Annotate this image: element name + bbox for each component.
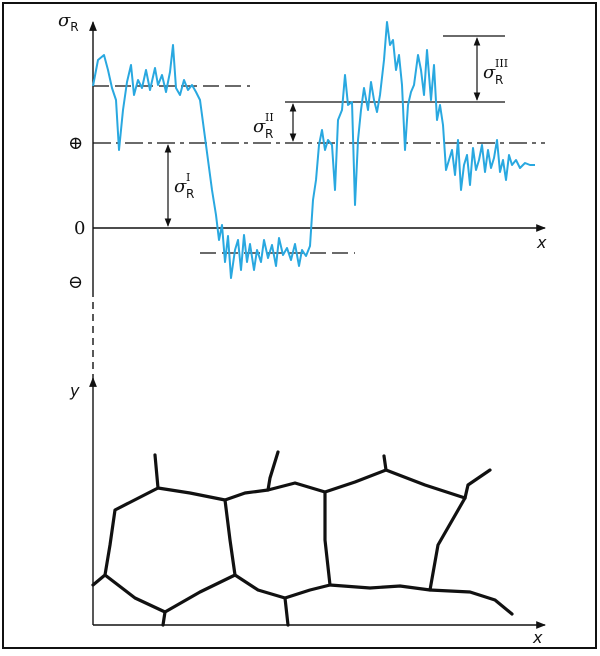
symbol: σ bbox=[483, 62, 496, 83]
y-axis-label: y bbox=[69, 381, 80, 400]
y-axis-label: σR bbox=[58, 10, 79, 34]
level-label: σIII R bbox=[483, 57, 508, 87]
symbol: σ bbox=[253, 116, 266, 137]
subscript: R bbox=[70, 20, 78, 34]
subscript: R bbox=[186, 187, 194, 201]
superscript: III bbox=[495, 57, 508, 70]
superscript: I bbox=[186, 171, 190, 184]
symbol: σ bbox=[174, 176, 187, 197]
marker-label: 0 bbox=[74, 218, 85, 239]
subscript: R bbox=[265, 127, 273, 141]
marker-label: ⊕ bbox=[68, 133, 83, 154]
stress-curve bbox=[92, 21, 535, 279]
x-axis-label: x bbox=[536, 233, 547, 252]
x-axis-label: x bbox=[532, 628, 543, 647]
marker-label: ⊖ bbox=[68, 272, 83, 293]
grain-structure bbox=[91, 450, 514, 627]
level-label: σII R bbox=[253, 111, 274, 141]
level-label: σI R bbox=[174, 171, 194, 201]
superscript: II bbox=[265, 111, 274, 124]
symbol: σ bbox=[58, 10, 71, 31]
frame bbox=[2, 2, 597, 649]
subscript: R bbox=[495, 73, 503, 87]
